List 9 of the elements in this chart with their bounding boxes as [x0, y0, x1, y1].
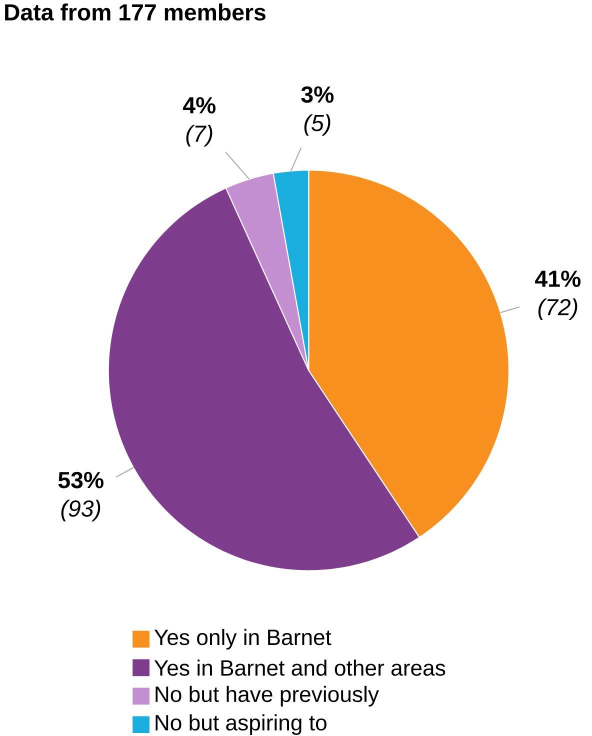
data-label: 3% (5) [301, 86, 334, 136]
data-label: 53% (93) [58, 472, 104, 522]
data-label: 4% (7) [183, 97, 216, 147]
data-label: 41% (72) [535, 270, 581, 320]
legend-label: Yes in Barnet and other areas [154, 660, 446, 676]
legend-label: No but have previously [156, 686, 380, 706]
legend-label: No but aspiring to [156, 714, 327, 735]
legend-label: Yes only in Barnet [154, 628, 332, 650]
chart-title: Data from 177 members [5, 4, 266, 21]
